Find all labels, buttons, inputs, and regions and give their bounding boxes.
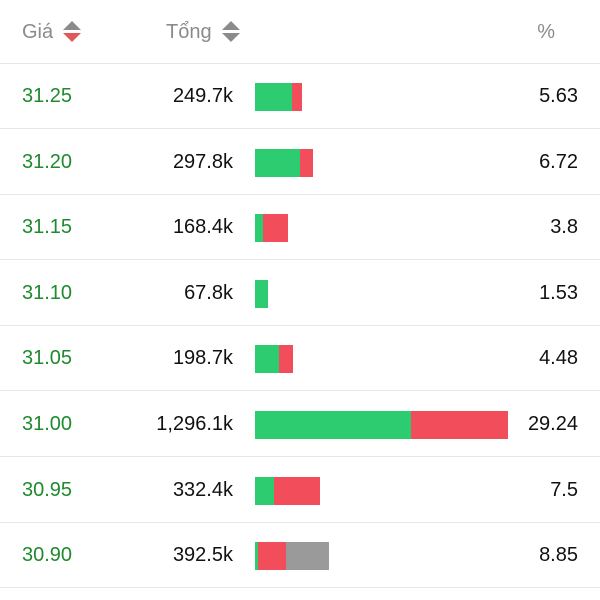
red-volume-segment — [411, 411, 508, 439]
percent-header-label: % — [537, 20, 555, 43]
price-cell: 31.00 — [22, 413, 73, 435]
percent-cell: 4.48 — [539, 347, 578, 370]
green-volume-segment — [255, 411, 411, 439]
gray-volume-segment — [286, 542, 329, 571]
price-cell: 31.05 — [22, 347, 73, 370]
red-volume-segment — [258, 542, 286, 571]
total-volume-cell: 198.7k — [172, 347, 233, 370]
percent-column-header: % — [537, 0, 555, 64]
green-volume-segment — [255, 148, 300, 177]
volume-bar — [255, 476, 320, 505]
price-column-header[interactable]: Giá — [22, 0, 82, 64]
total-header-label: Tổng — [166, 20, 212, 43]
price-cell: 31.25 — [22, 85, 73, 107]
total-volume-cell: 332.4k — [172, 478, 233, 501]
red-volume-segment — [274, 476, 320, 505]
total-volume-cell: 249.7k — [172, 85, 233, 107]
percent-cell: 8.85 — [539, 544, 578, 567]
price-header-label: Giá — [22, 20, 54, 43]
total-volume-cell: 67.8k — [184, 281, 233, 304]
total-volume-cell: 168.4k — [172, 216, 233, 239]
green-volume-segment — [255, 542, 258, 571]
price-cell: 31.15 — [22, 216, 73, 239]
table-row[interactable]: 30.90 392.5k 8.85 — [0, 523, 600, 589]
volume-bar — [255, 411, 508, 439]
percent-cell: 6.72 — [539, 150, 578, 173]
green-volume-segment — [255, 279, 268, 308]
table-row[interactable]: 31.25 249.7k 5.63 — [0, 64, 600, 129]
total-volume-cell: 297.8k — [172, 150, 233, 173]
total-volume-cell: 392.5k — [172, 544, 233, 567]
green-volume-segment — [255, 476, 274, 505]
percent-cell: 29.24 — [527, 413, 578, 435]
table-row[interactable]: 31.05 198.7k 4.48 — [0, 326, 600, 392]
table-header: Giá Tổng % — [0, 0, 600, 64]
price-cell: 30.90 — [22, 544, 73, 567]
volume-bar — [255, 345, 293, 374]
percent-cell: 1.53 — [539, 281, 578, 304]
green-volume-segment — [255, 214, 263, 243]
green-volume-segment — [255, 83, 292, 111]
red-volume-segment — [279, 345, 293, 374]
price-cell: 31.10 — [22, 281, 73, 304]
red-volume-segment — [292, 83, 302, 111]
percent-cell: 7.5 — [550, 478, 578, 501]
volume-bar — [255, 83, 302, 111]
price-cell: 30.95 — [22, 478, 73, 501]
table-row[interactable]: 30.95 332.4k 7.5 — [0, 458, 600, 523]
volume-bar — [255, 542, 329, 571]
volume-bar — [255, 214, 288, 243]
table-row[interactable]: 31.20 297.8k 6.72 — [0, 130, 600, 195]
table-row[interactable]: 31.10 67.8k 1.53 — [0, 261, 600, 326]
sort-icon[interactable] — [63, 21, 82, 43]
volume-bar — [255, 279, 268, 308]
total-column-header[interactable]: Tổng — [166, 0, 240, 64]
total-volume-cell: 1,296.1k — [156, 413, 233, 435]
green-volume-segment — [255, 345, 279, 374]
red-volume-segment — [263, 214, 288, 243]
price-cell: 31.20 — [22, 150, 73, 173]
percent-cell: 3.8 — [550, 216, 578, 239]
percent-cell: 5.63 — [539, 85, 578, 107]
volume-bar — [255, 148, 313, 177]
table-row[interactable]: 31.00 1,296.1k 29.24 — [0, 392, 600, 457]
red-volume-segment — [300, 148, 313, 177]
sort-icon[interactable] — [221, 21, 240, 43]
table-row[interactable]: 31.15 168.4k 3.8 — [0, 195, 600, 261]
